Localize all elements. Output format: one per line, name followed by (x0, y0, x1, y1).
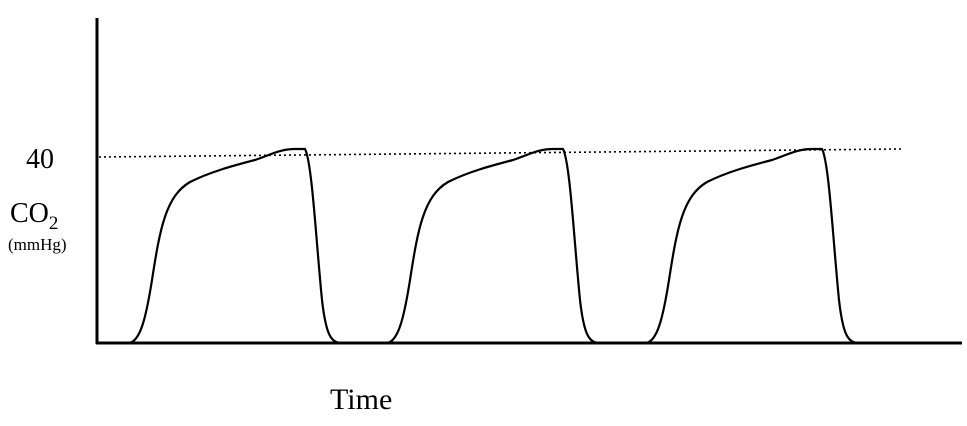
x-axis-label: Time (330, 383, 392, 416)
y-tick-label: 40 (26, 144, 54, 175)
y-axis-unit: (mmHg) (8, 235, 67, 254)
waveform-cycle (97, 147, 343, 345)
y-axis-label: CO2 (10, 198, 58, 234)
reference-line (98, 148, 903, 158)
y-axis-label-subscript: 2 (49, 213, 59, 234)
waveform (97, 147, 861, 345)
y-axis-label-main: CO (10, 198, 49, 229)
